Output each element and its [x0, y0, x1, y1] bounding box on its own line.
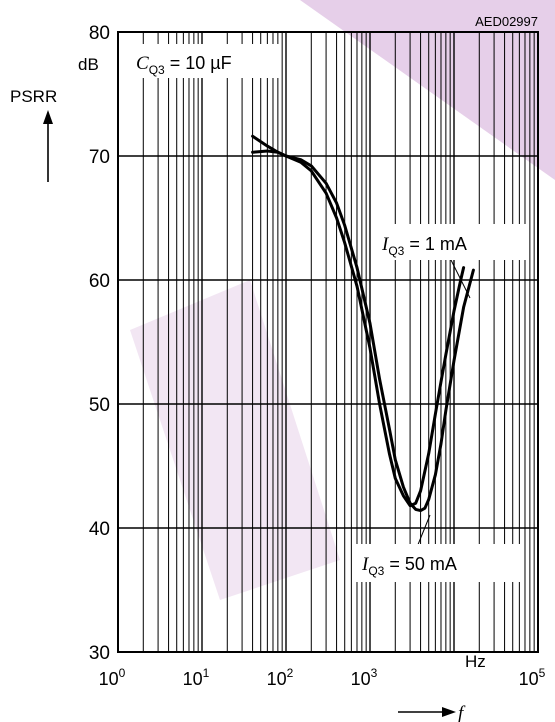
- plot-frame: [117, 31, 539, 653]
- figure-code: AED02997: [475, 14, 538, 29]
- series-line-2: [251, 149, 466, 508]
- x-tick-label: 101: [183, 666, 210, 689]
- watermark: [130, 0, 555, 600]
- x-tick-label: 100: [99, 666, 126, 689]
- curves: [251, 134, 475, 513]
- svg-text:IQ3= 1 mA: IQ3 = 1 mA: [381, 234, 467, 258]
- series-label-1ma: IQ3 = 1 mA: [376, 224, 526, 299]
- y-axis-label: PSRR: [10, 87, 57, 106]
- y-tick-label: 30: [89, 643, 110, 664]
- series-1-symbol: I: [381, 234, 390, 255]
- svg-text:IQ3= 50 mA: IQ3 = 50 mA: [361, 554, 457, 578]
- condition-label: CQ3 = 10 µF: [128, 44, 280, 78]
- condition-value: = 10 µF: [170, 53, 232, 73]
- series-2-symbol: I: [361, 554, 370, 575]
- x-tick-label: 102: [267, 666, 294, 689]
- series-label-50ma: IQ3 = 50 mA: [356, 514, 522, 582]
- x-axis-arrow-icon: [398, 707, 456, 717]
- y-tick-label: 40: [89, 519, 110, 540]
- series-1-subscript: Q3: [388, 244, 404, 258]
- x-tick-label: 105: [519, 666, 546, 689]
- x-unit: Hz: [465, 652, 486, 671]
- condition-symbol: C: [136, 53, 149, 74]
- x-tick-label: 103: [351, 666, 378, 689]
- y-axis-arrow-icon: [43, 110, 53, 182]
- svg-text:CQ3= 10 µF: CQ3 = 10 µF: [136, 53, 232, 77]
- y-tick-label: 70: [89, 147, 110, 168]
- series-2-subscript: Q3: [368, 564, 384, 578]
- condition-subscript: Q3: [149, 63, 165, 77]
- series-2-value: = 50 mA: [389, 554, 457, 574]
- series-1-value: = 1 mA: [409, 234, 467, 254]
- y-tick-label: 60: [89, 271, 110, 292]
- x-axis-label: f: [458, 703, 466, 722]
- tick-labels: 30 40 50 60 70 80 100 101 102 103 105: [89, 23, 546, 689]
- y-tick-label: 80: [89, 23, 110, 44]
- y-tick-label: 50: [89, 395, 110, 416]
- y-unit: dB: [78, 55, 99, 74]
- series-line-1: [251, 134, 475, 513]
